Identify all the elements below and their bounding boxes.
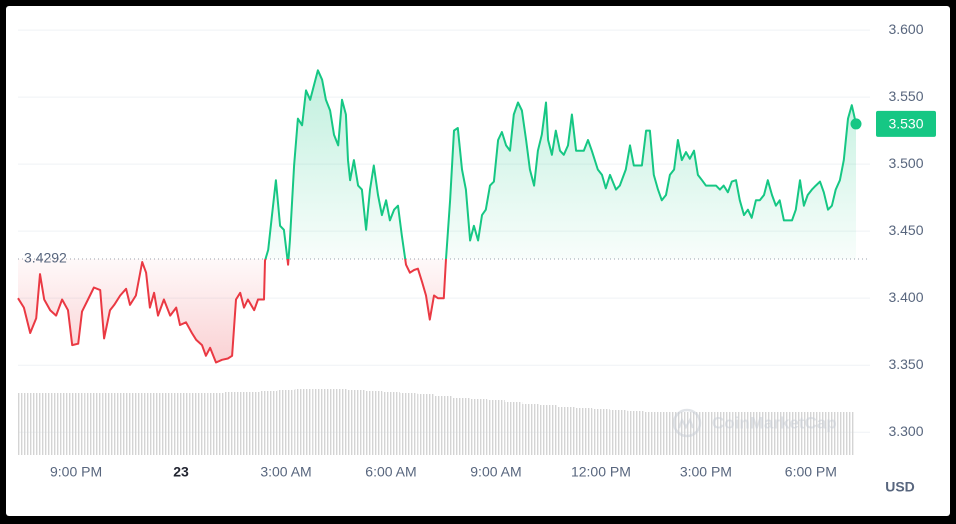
volume-bar (767, 412, 785, 455)
volume-bar (259, 391, 278, 455)
volume-bar (137, 393, 155, 455)
volume-bar (592, 409, 610, 455)
volume-bar (417, 394, 435, 455)
x-tick-label: 9:00 AM (470, 464, 521, 480)
volume-bar (802, 412, 820, 455)
volume-bar (644, 412, 663, 455)
volume-bar (207, 393, 225, 455)
volume-bar (312, 389, 330, 455)
y-tick-label: 3.600 (888, 21, 923, 37)
y-tick-label: 3.450 (888, 222, 923, 238)
volume-bar (714, 412, 733, 455)
volume-bar (557, 407, 575, 455)
volume-bar (347, 390, 365, 455)
volume-bar (154, 393, 173, 455)
volume-bar (277, 390, 295, 455)
x-tick-label: 6:00 AM (365, 464, 416, 480)
volume-bar (18, 393, 33, 455)
volume-bar (119, 393, 138, 455)
volume-bar (469, 399, 488, 455)
volume-bar (382, 392, 400, 455)
price-tag-label: 3.530 (888, 116, 923, 132)
volume-bar (609, 410, 628, 455)
volume-bar (539, 405, 558, 455)
volume-bar (504, 402, 523, 455)
volume-bar (49, 393, 68, 455)
volume-bar (662, 412, 680, 455)
x-tick-label: 23 (173, 464, 189, 480)
volume-bar (399, 393, 418, 455)
watermark: CoinMarketCap (672, 408, 837, 438)
x-tick-label: 9:00 PM (50, 464, 102, 480)
volume-bar (329, 389, 348, 455)
volume-bar (294, 389, 313, 455)
panel (6, 6, 950, 516)
volume-bar (452, 398, 470, 455)
currency-label: USD (885, 479, 915, 495)
x-tick-label: 6:00 PM (785, 464, 837, 480)
last-point (850, 118, 862, 130)
volume-bar (189, 393, 208, 455)
volume-bar (697, 412, 715, 455)
volume-bar (627, 411, 645, 455)
y-tick-label: 3.350 (888, 356, 923, 372)
x-tick-label: 12:00 PM (571, 464, 631, 480)
price-line (17, 69, 857, 364)
volume-bar (224, 392, 243, 455)
x-tick-label: 3:00 AM (260, 464, 311, 480)
volume-bar (364, 391, 383, 455)
volume-bar (522, 404, 540, 455)
volume-bar (32, 393, 50, 455)
y-tick-label: 3.550 (888, 88, 923, 104)
reference-label: 3.4292 (24, 250, 67, 266)
volume-bar (84, 393, 103, 455)
y-tick-label: 3.500 (888, 155, 923, 171)
volume-bar (732, 412, 750, 455)
volume-bar (242, 392, 260, 455)
volume-bar (487, 400, 505, 455)
volume-bar (102, 393, 120, 455)
y-tick-label: 3.300 (888, 423, 923, 439)
volume-bar (819, 412, 838, 455)
price-tag (876, 110, 936, 137)
y-tick-label: 3.400 (888, 289, 923, 305)
volume-bar (784, 412, 803, 455)
volume-bar (172, 393, 190, 455)
x-tick-label: 3:00 PM (680, 464, 732, 480)
volume-bar (749, 412, 768, 455)
volume-bar (434, 396, 453, 455)
volume-bar (574, 408, 593, 455)
volume-bar (67, 393, 85, 455)
watermark-text: CoinMarketCap (712, 413, 837, 432)
area (18, 70, 857, 363)
volume-bar (837, 412, 855, 455)
